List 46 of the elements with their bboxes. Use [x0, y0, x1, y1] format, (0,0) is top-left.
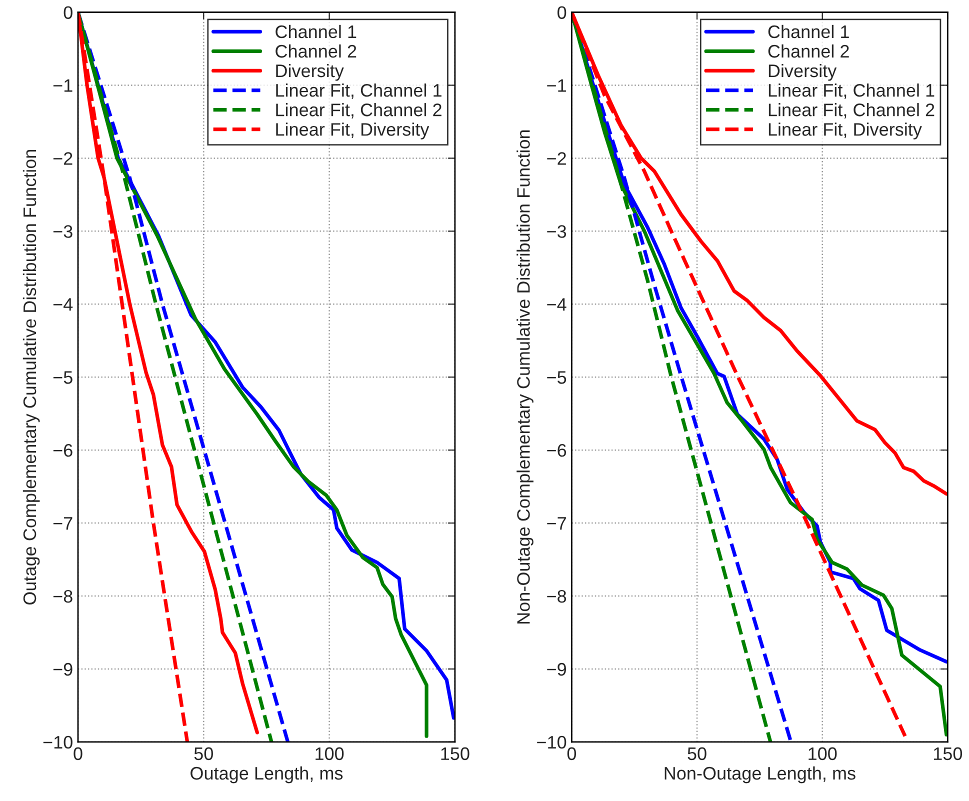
x-tick-label: 0 — [74, 747, 82, 760]
legend-label: Linear Fit, Diversity — [276, 122, 430, 140]
y-tick-label: −4 — [547, 298, 566, 311]
x-tick-label: 150 — [441, 747, 470, 760]
legend-label: Channel 1 — [276, 24, 356, 38]
legend-label: Linear Fit, Channel 2 — [276, 103, 442, 118]
legend-label: Linear Fit, Channel 2 — [768, 103, 934, 118]
y-tick-label: −2 — [547, 152, 566, 165]
y-tick-label: 0 — [64, 6, 72, 19]
legend-label: Linear Fit, Diversity — [768, 122, 922, 140]
y-tick-label: −1 — [53, 79, 72, 92]
y-tick-label: −10 — [537, 736, 566, 749]
y-tick-label: −6 — [53, 444, 72, 457]
x-tick-label: 0 — [567, 747, 576, 760]
y-tick-label: −10 — [43, 736, 72, 749]
y-tick-label: −9 — [53, 662, 72, 676]
y-tick-label: −1 — [547, 79, 566, 92]
y-axis-title: Non-Outage Complementary Cumulative Distribution Function — [516, 130, 534, 624]
legend-label: Diversity — [768, 64, 837, 81]
y-tick-label: −3 — [53, 225, 72, 238]
x-axis-title: Outage Length, ms — [190, 766, 343, 784]
legend-label: Channel 2 — [276, 44, 356, 58]
legend-label: Diversity — [276, 64, 344, 81]
y-tick-label: −5 — [547, 371, 566, 384]
x-tick-label: 150 — [934, 747, 962, 760]
y-tick-label: −7 — [53, 517, 72, 530]
y-tick-label: −3 — [547, 225, 566, 238]
x-tick-label: 100 — [808, 747, 837, 760]
y-axis-title: Outage Complementary Cumulative Distribution Function — [22, 150, 40, 605]
x-axis-title: Non-Outage Length, ms — [664, 766, 856, 784]
legend-label: Linear Fit, Channel 1 — [768, 84, 934, 99]
y-tick-label: −5 — [53, 371, 72, 384]
y-tick-label: −8 — [547, 590, 566, 603]
y-tick-label: −8 — [53, 590, 72, 603]
y-tick-label: −6 — [547, 444, 566, 457]
x-tick-label: 50 — [688, 747, 706, 760]
legend-label: Channel 1 — [768, 24, 849, 38]
legend-label: Linear Fit, Channel 1 — [276, 84, 442, 99]
y-tick-label: −7 — [547, 517, 566, 530]
x-tick-label: 50 — [194, 747, 213, 760]
y-tick-label: −2 — [53, 152, 72, 165]
x-tick-label: 100 — [316, 747, 344, 760]
y-tick-label: −4 — [53, 298, 73, 311]
y-tick-label: 0 — [558, 6, 566, 19]
legend-label: Channel 2 — [768, 44, 849, 58]
y-tick-label: −9 — [547, 662, 566, 676]
